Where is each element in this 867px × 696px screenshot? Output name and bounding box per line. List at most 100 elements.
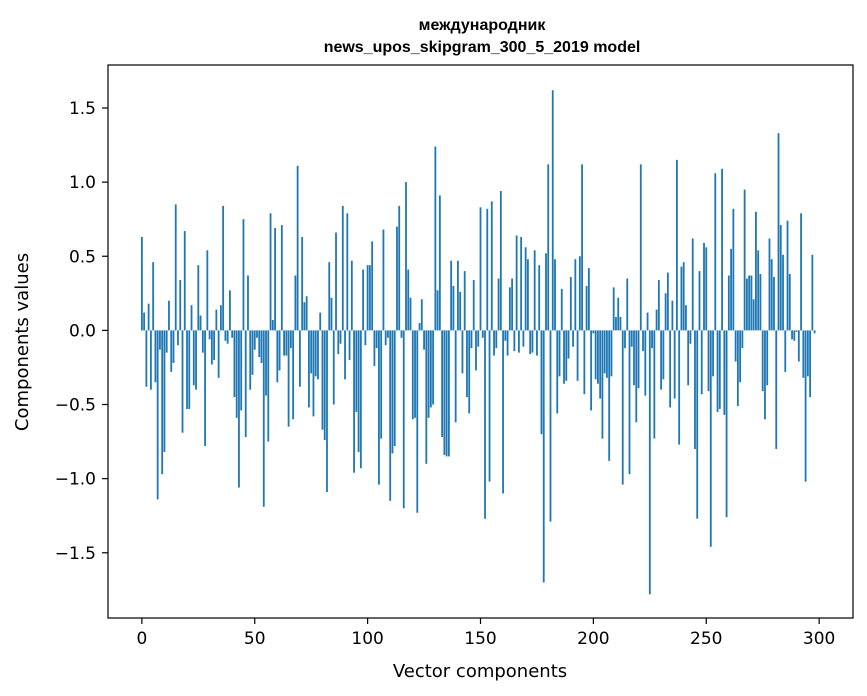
x-axis-label: Vector components (393, 661, 567, 682)
bar (517, 330, 520, 353)
bar (707, 330, 710, 392)
x-tick-label: 50 (244, 629, 266, 649)
bar (621, 330, 624, 485)
bar (147, 303, 150, 331)
bar (610, 330, 613, 377)
bar (229, 290, 231, 331)
bar (642, 330, 644, 352)
bar (463, 271, 466, 331)
bar (159, 330, 161, 350)
bar (540, 330, 543, 435)
x-tick-label: 100 (351, 629, 383, 649)
bar (626, 278, 629, 331)
bar (538, 265, 541, 331)
bar (734, 330, 737, 362)
bar (346, 213, 349, 331)
bar (662, 330, 665, 380)
bar (770, 259, 773, 331)
bar (472, 279, 475, 331)
bar (321, 330, 324, 430)
bar (154, 330, 157, 383)
bar (389, 330, 392, 501)
chart-title-line2: news_upos_skipgram_300_5_2019 model (324, 39, 641, 56)
bar (691, 238, 694, 331)
bar (696, 330, 699, 519)
bar (423, 330, 425, 350)
bar (639, 164, 642, 331)
bar (452, 285, 455, 331)
bar (416, 330, 419, 513)
bar (718, 330, 721, 409)
bar (764, 330, 766, 420)
bar (572, 330, 574, 347)
bar (694, 330, 696, 449)
bar (393, 330, 396, 447)
bar (633, 330, 635, 386)
bar (215, 309, 218, 331)
bar (685, 305, 687, 331)
bar (181, 330, 184, 433)
bar (775, 330, 778, 449)
bar (337, 330, 340, 355)
bar (524, 247, 527, 331)
bar (219, 305, 222, 331)
bar (244, 330, 247, 438)
bar (280, 225, 283, 331)
bar (231, 330, 234, 338)
y-tick-label: 0.0 (69, 321, 96, 341)
bar (689, 330, 692, 344)
bar (786, 220, 789, 331)
bar (527, 259, 529, 331)
bar (511, 278, 514, 331)
bar (556, 330, 559, 414)
bar (319, 312, 322, 331)
bar (721, 168, 723, 331)
bar (287, 330, 290, 427)
bar (378, 330, 380, 485)
bar (262, 330, 265, 507)
bar (468, 330, 471, 414)
bar (497, 278, 500, 331)
bar (748, 275, 751, 331)
bar (653, 330, 656, 439)
bar (698, 271, 701, 331)
bar (727, 275, 730, 331)
bar (443, 330, 446, 455)
bar (161, 330, 164, 475)
bar (373, 330, 376, 366)
bar (441, 330, 444, 438)
bar (387, 330, 389, 338)
bar (143, 312, 146, 331)
bar (755, 211, 757, 331)
y-tick-label: −1.0 (55, 470, 96, 490)
bar (601, 330, 604, 439)
bar (253, 330, 256, 350)
bar (797, 330, 800, 362)
bar (459, 291, 462, 331)
bar (703, 242, 705, 331)
bar (712, 330, 714, 377)
bar (666, 272, 669, 331)
bar (407, 269, 410, 331)
bar (522, 330, 525, 347)
bar (569, 277, 572, 331)
bar (405, 182, 407, 331)
y-tick-label: 1.5 (69, 99, 96, 119)
bar (664, 293, 667, 331)
bar (651, 330, 653, 349)
bar (811, 254, 814, 331)
bar (362, 269, 365, 331)
bar (350, 260, 353, 331)
bar (657, 279, 660, 331)
y-tick-label: −0.5 (55, 396, 96, 416)
bar (177, 330, 179, 346)
bar (554, 259, 556, 331)
bar (617, 297, 620, 331)
bar (800, 213, 802, 331)
bar (353, 330, 355, 473)
bar (457, 260, 459, 331)
bar (551, 90, 554, 331)
bar (502, 330, 504, 494)
bar (655, 309, 658, 331)
bar (195, 330, 197, 390)
